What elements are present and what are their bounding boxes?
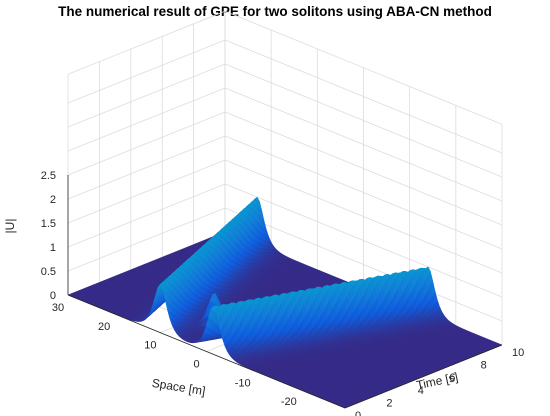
surface bbox=[67, 196, 503, 409]
grid bbox=[67, 10, 503, 409]
grid-line bbox=[67, 159, 503, 274]
chart-title: The numerical result of GPE for two soli… bbox=[58, 4, 492, 19]
grid-line bbox=[67, 63, 503, 178]
grid-line bbox=[67, 135, 503, 250]
grid-line bbox=[67, 111, 503, 226]
grid-line bbox=[67, 10, 503, 125]
grid-line bbox=[67, 39, 503, 154]
grid-line bbox=[67, 87, 503, 202]
grid-line bbox=[67, 183, 503, 298]
